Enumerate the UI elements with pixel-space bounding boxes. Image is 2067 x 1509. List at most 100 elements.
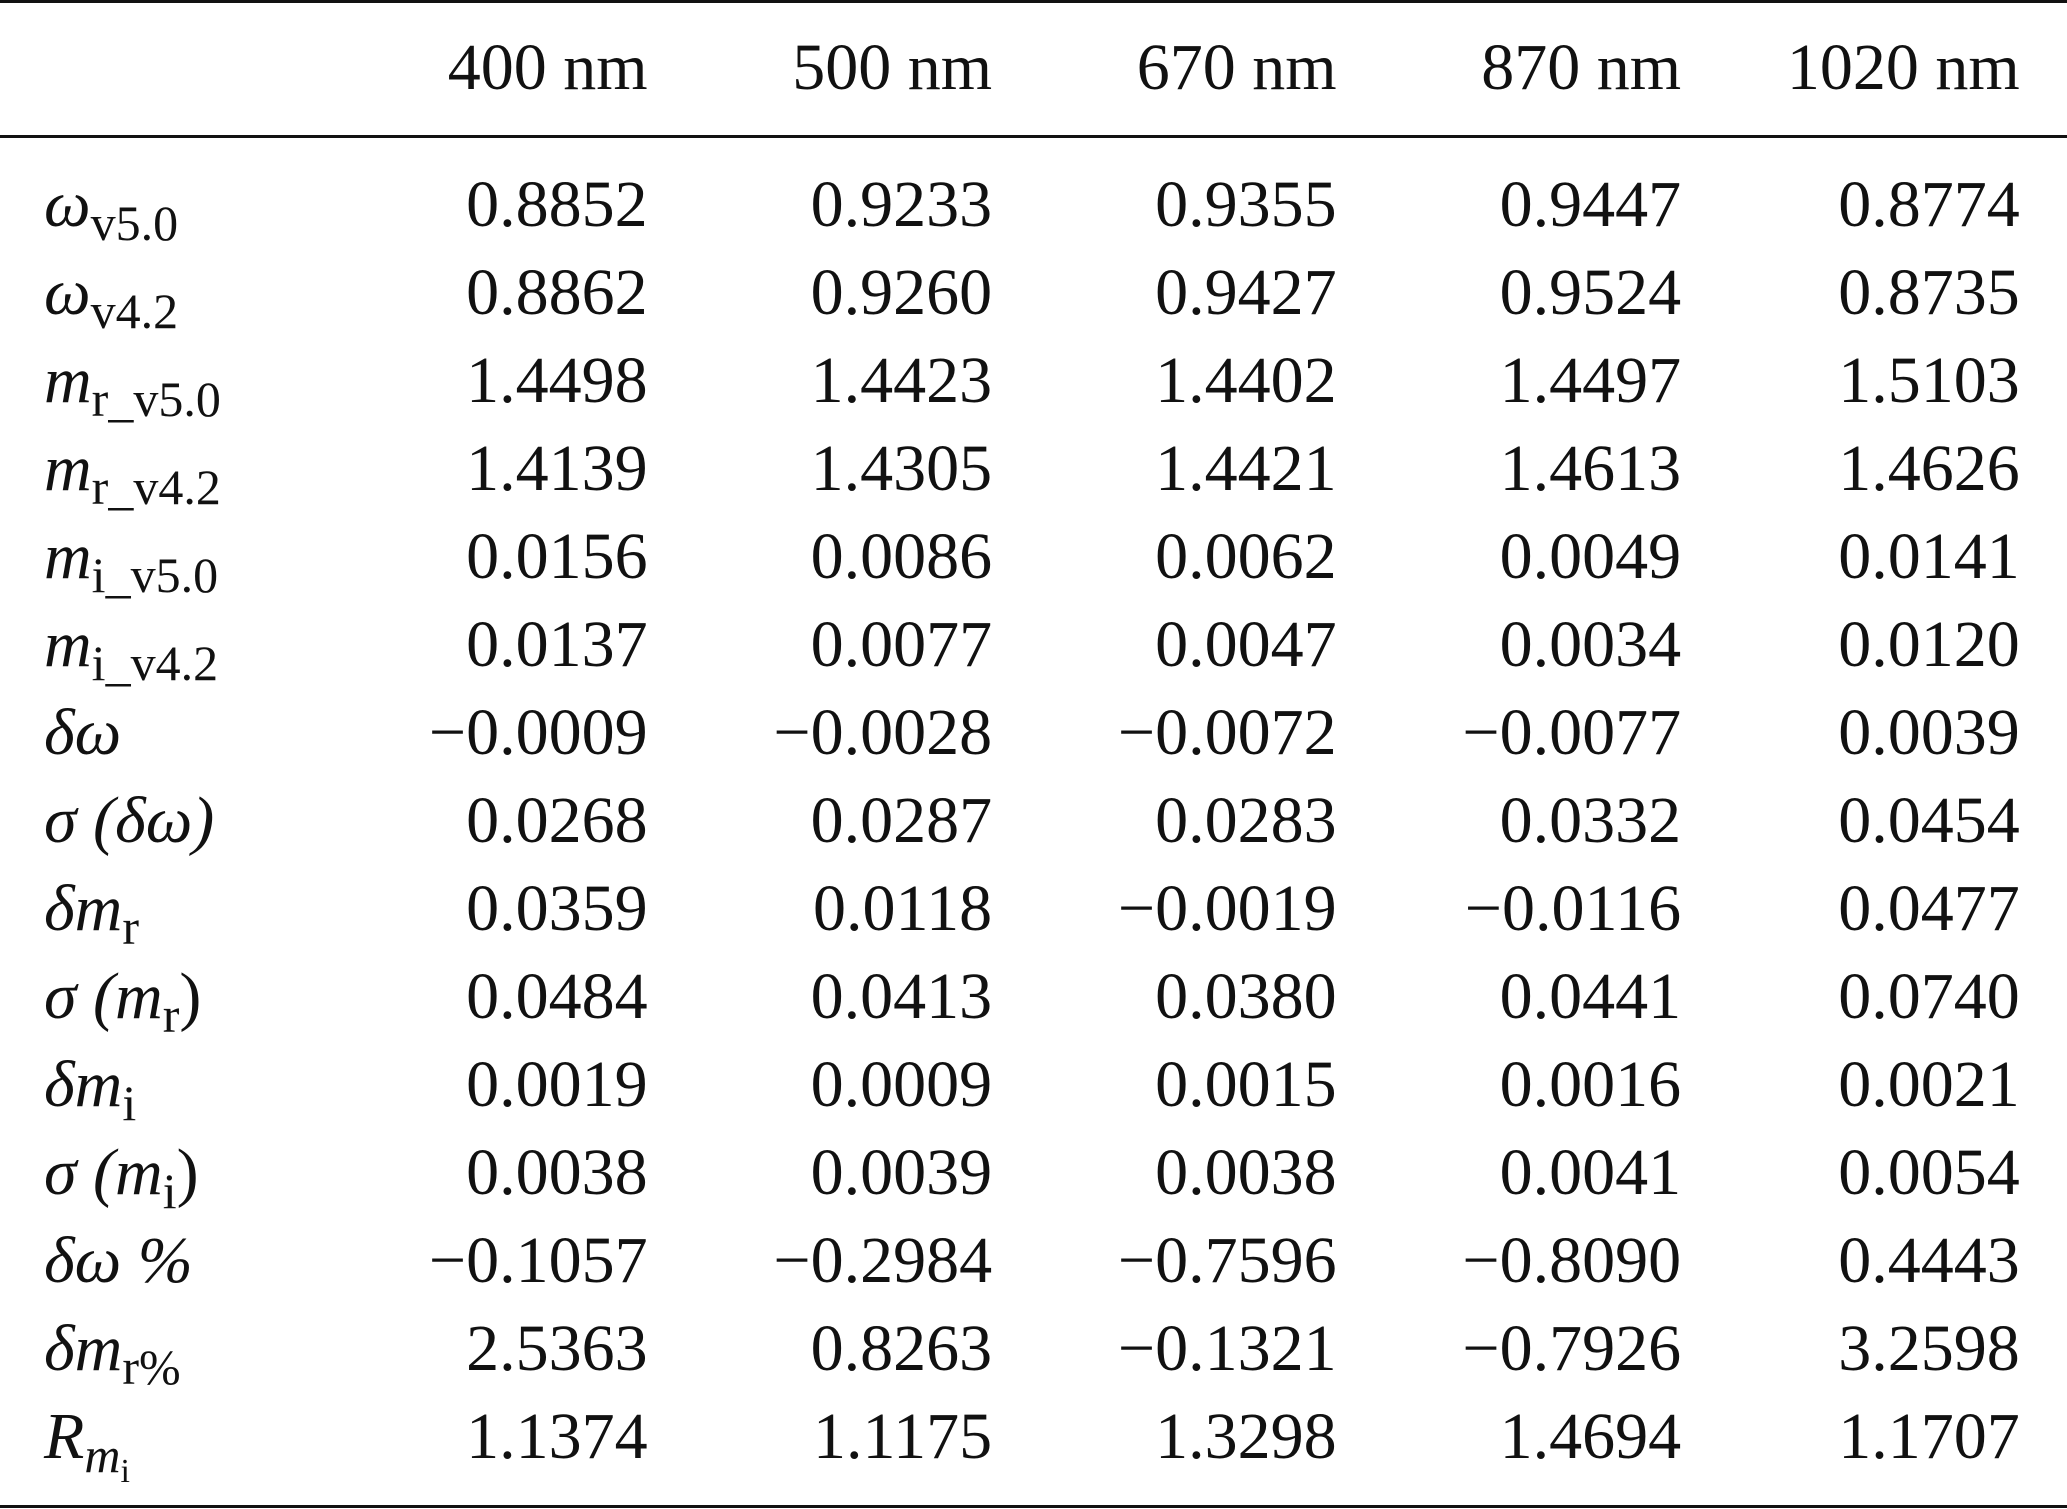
header-cell-400nm: 400 nm (447, 30, 648, 104)
table-row: ωv4.2 0.8862 0.9260 0.9427 0.9524 0.8735 (0, 249, 2067, 337)
cell-400nm: −0.1057 (428, 1224, 648, 1297)
cell-1020nm: 0.0740 (1838, 960, 2020, 1033)
table-row: σ (δω) 0.0268 0.0287 0.0283 0.0332 0.0454 (0, 777, 2067, 865)
symbol-base: ω (44, 256, 91, 329)
row-label: δmi (0, 1041, 375, 1129)
row-pad (2020, 953, 2067, 1041)
cell-870nm: 1.4613 (1499, 432, 1682, 505)
cell-400nm: 1.4139 (466, 432, 648, 505)
table-body: ωv5.0 0.8852 0.9233 0.9355 0.9447 0.8774 ωv4.2… (0, 135, 2067, 1489)
cell-400nm: −0.0009 (428, 696, 648, 769)
symbol-subscript: r% (122, 1339, 180, 1395)
cell-500nm: 1.1175 (813, 1400, 993, 1473)
row-label: δω % (0, 1217, 375, 1305)
subscript-text: r_v5.0 (91, 371, 221, 427)
math-symbol: mi_v5.0 (44, 524, 218, 601)
cell-670nm: −0.0019 (1117, 872, 1337, 945)
row-label: mr_v5.0 (0, 337, 375, 425)
cell-670nm: −0.7596 (1117, 1224, 1337, 1297)
symbol-sub-subscript: i (120, 1453, 130, 1490)
row-pad (2020, 249, 2067, 337)
math-symbol: σ (δω) (44, 788, 214, 854)
cell-670nm: 0.0283 (1155, 784, 1337, 857)
cell-500nm: 0.9260 (810, 256, 993, 329)
cell-500nm: 0.0086 (810, 520, 993, 593)
cell-500nm: 0.0009 (810, 1048, 993, 1121)
row-pad (2020, 1041, 2067, 1129)
math-symbol: δω % (44, 1228, 193, 1294)
symbol-base: δm (44, 1048, 123, 1121)
cell-400nm: 2.5363 (466, 1312, 648, 1385)
math-symbol: mr_v4.2 (44, 436, 221, 513)
symbol-subscript: i (163, 1163, 177, 1219)
cell-670nm: 0.0062 (1155, 520, 1337, 593)
row-pad (2020, 1393, 2067, 1481)
cell-670nm: 1.4421 (1155, 432, 1337, 505)
cell-670nm: 0.0038 (1155, 1136, 1337, 1209)
cell-670nm: 0.0015 (1155, 1048, 1337, 1121)
cell-870nm: −0.8090 (1462, 1224, 1682, 1297)
symbol-base: δm (44, 1312, 123, 1385)
table-row: δmi 0.0019 0.0009 0.0015 0.0016 0.0021 (0, 1041, 2067, 1129)
row-label: ωv4.2 (0, 249, 375, 337)
cell-500nm: 0.0287 (810, 784, 993, 857)
row-label: Rmi (0, 1393, 375, 1489)
spacer-row (0, 135, 2067, 161)
math-symbol: δmi (44, 1052, 136, 1129)
row-pad (2020, 1305, 2067, 1393)
cell-870nm: −0.7926 (1462, 1312, 1682, 1385)
symbol-base: σ (m (44, 960, 163, 1033)
row-label: σ (mi) (0, 1129, 375, 1217)
cell-500nm: 0.0077 (810, 608, 993, 681)
cell-1020nm: 0.0120 (1838, 608, 2020, 681)
subscript-text: v4.2 (90, 283, 179, 339)
row-pad (2020, 1129, 2067, 1217)
header-cell-670nm: 670 nm (1136, 30, 1337, 104)
symbol-base: ω (44, 168, 91, 241)
cell-870nm: 1.4497 (1499, 344, 1682, 417)
row-pad (2020, 337, 2067, 425)
cell-400nm: 0.8852 (466, 168, 648, 241)
symbol-subscript: v4.2 (91, 283, 179, 339)
cell-500nm: −0.2984 (773, 1224, 993, 1297)
symbol-base: m (44, 344, 92, 417)
cell-870nm: 0.9447 (1499, 168, 1682, 241)
symbol-base: δm (44, 872, 123, 945)
row-pad (2020, 161, 2067, 249)
cell-670nm: 0.9355 (1155, 168, 1337, 241)
top-rule (0, 0, 2067, 3)
subscript-text: r% (122, 1339, 181, 1395)
cell-670nm: 1.4402 (1155, 344, 1337, 417)
symbol-subscript: i (122, 1075, 136, 1131)
row-label: σ (mr) (0, 953, 375, 1041)
cell-400nm: 0.0038 (466, 1136, 648, 1209)
header-pad (2020, 0, 2067, 135)
row-pad (2020, 513, 2067, 601)
symbol-subscript: r (122, 899, 139, 955)
symbol-base: δω (44, 696, 122, 769)
cell-1020nm: 0.0054 (1838, 1136, 2020, 1209)
math-symbol: σ (mr) (44, 964, 201, 1041)
cell-500nm: −0.0028 (773, 696, 993, 769)
row-pad (2020, 777, 2067, 865)
cell-1020nm: 1.4626 (1838, 432, 2020, 505)
table-row: δω % −0.1057 −0.2984 −0.7596 −0.8090 0.4443 (0, 1217, 2067, 1305)
table-row: σ (mr) 0.0484 0.0413 0.0380 0.0441 0.0740 (0, 953, 2067, 1041)
symbol-base: R (44, 1400, 85, 1473)
cell-870nm: 0.0049 (1499, 520, 1682, 593)
cell-1020nm: 1.1707 (1838, 1400, 2020, 1473)
cell-400nm: 0.8862 (466, 256, 648, 329)
table-row: δmr% 2.5363 0.8263 −0.1321 −0.7926 3.2598 (0, 1305, 2067, 1393)
cell-500nm: 0.0039 (810, 1136, 993, 1209)
cell-400nm: 1.4498 (466, 344, 648, 417)
cell-870nm: 1.4694 (1499, 1400, 1682, 1473)
table-row: ωv5.0 0.8852 0.9233 0.9355 0.9447 0.8774 (0, 161, 2067, 249)
subscript-text: i_v4.2 (91, 635, 219, 691)
cell-500nm: 0.0118 (813, 872, 993, 945)
row-pad (2020, 865, 2067, 953)
header-rule (0, 135, 2067, 138)
bottom-rule (0, 1505, 2067, 1508)
symbol-close-paren: ) (179, 960, 202, 1033)
table-row: σ (mi) 0.0038 0.0039 0.0038 0.0041 0.0054 (0, 1129, 2067, 1217)
